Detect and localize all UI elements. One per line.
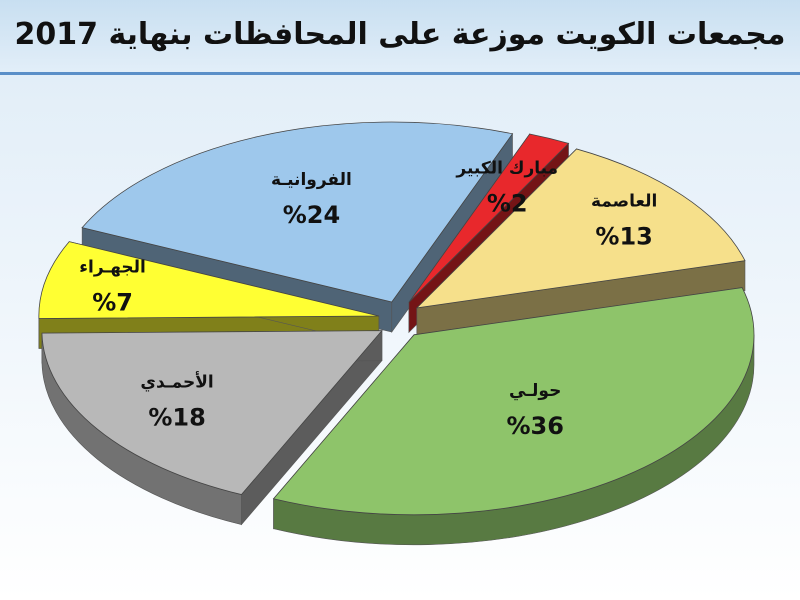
pie-slice-2 xyxy=(41,329,383,526)
title-divider xyxy=(0,72,800,75)
chart-title: مجمعات الكويت موزعة على المحافظات بنهاية… xyxy=(14,17,786,52)
slice-label-4: الفروانيـة xyxy=(271,170,352,190)
slice-label-5: مبارك الكبير xyxy=(455,159,558,179)
slice-value-3: %7 xyxy=(92,289,133,317)
slice-label-3: الجهـراء xyxy=(79,258,146,278)
pie-slice-1 xyxy=(272,287,755,546)
slice-value-0: %13 xyxy=(595,222,652,250)
slice-label-2: الأحمـدي xyxy=(140,372,213,393)
slice-label-0: العاصمة xyxy=(591,191,657,211)
slice-value-4: %24 xyxy=(283,201,340,229)
slice-value-2: %18 xyxy=(148,404,205,432)
pie-slice-0 xyxy=(415,148,746,339)
slice-value-5: %2 xyxy=(487,190,528,218)
slice-value-1: %36 xyxy=(506,412,563,440)
slice-label-1: حولـي xyxy=(509,381,561,401)
